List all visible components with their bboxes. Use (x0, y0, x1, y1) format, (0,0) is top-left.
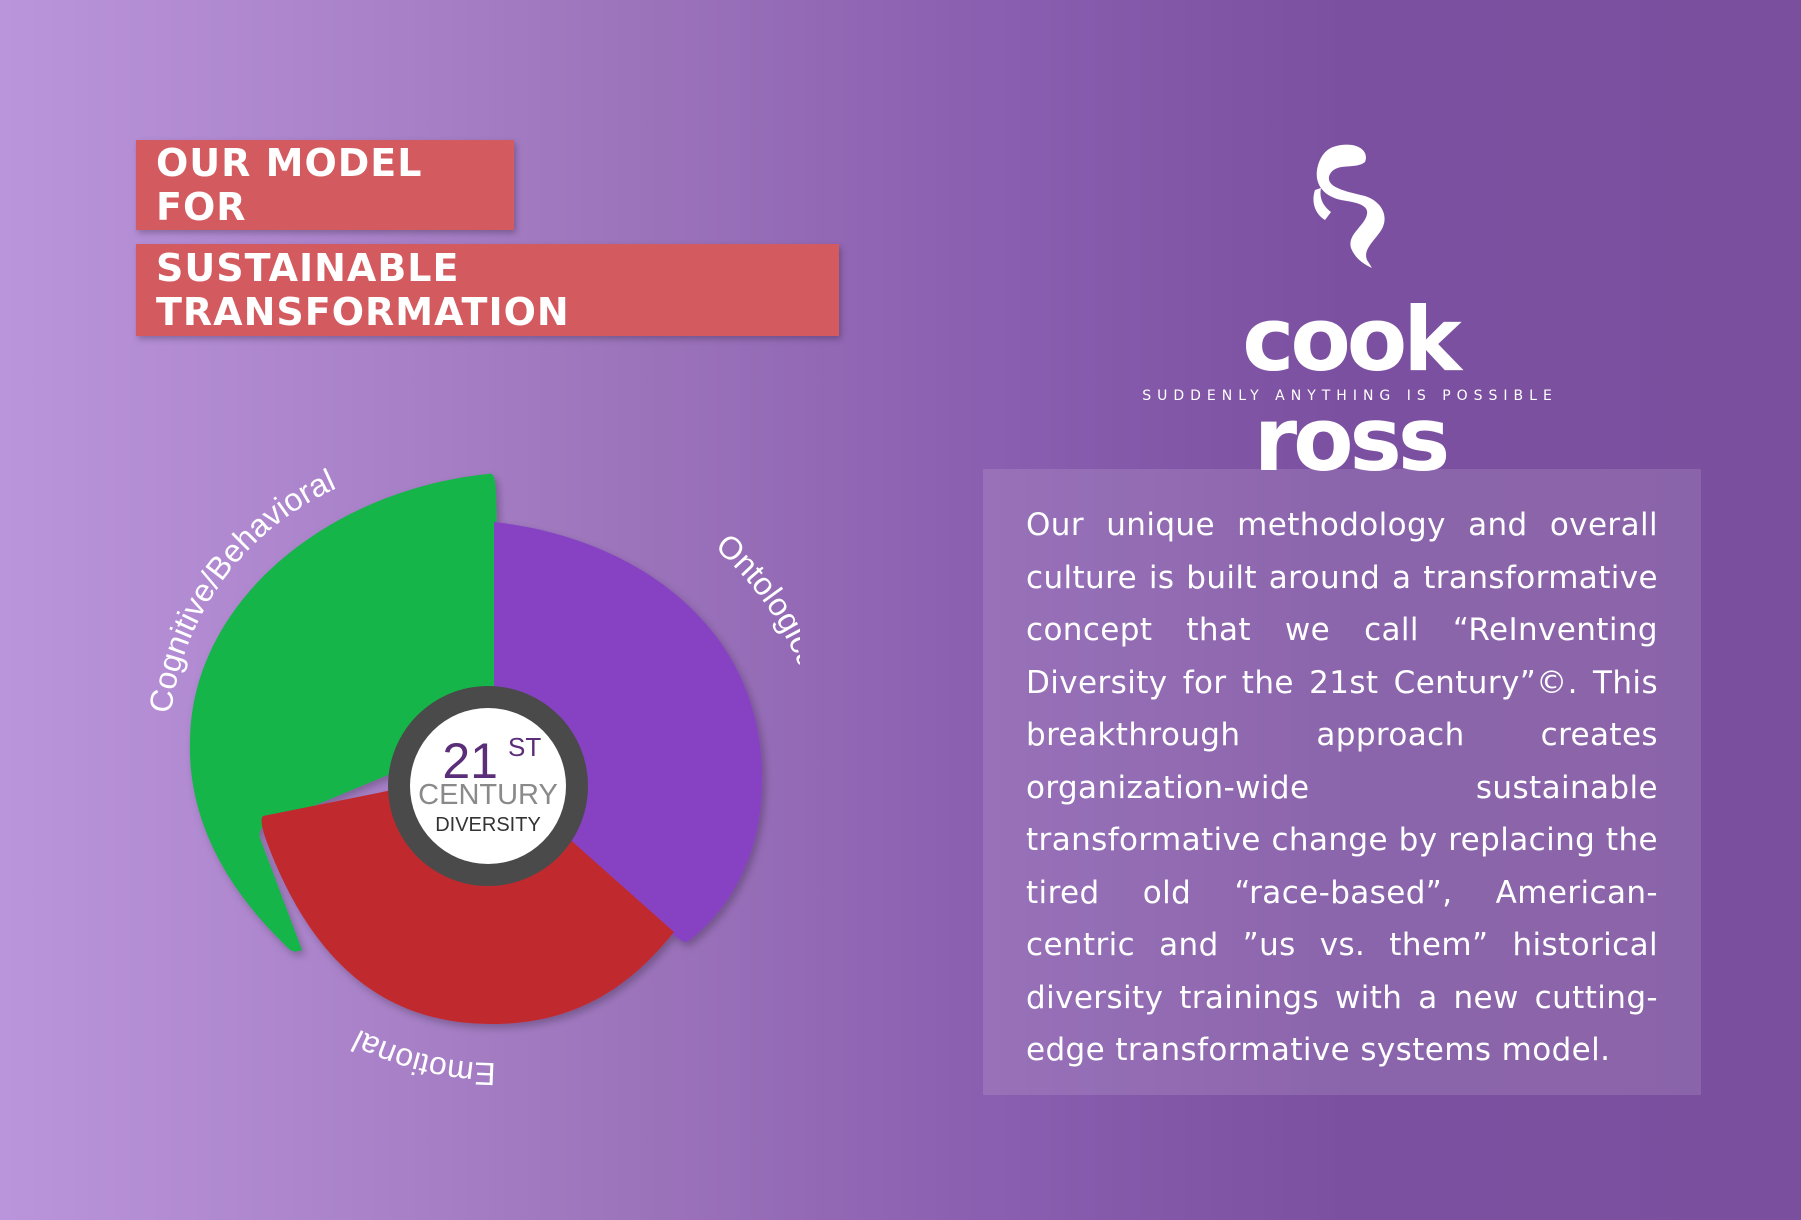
label-emotional-wrap: Emotional (346, 1023, 496, 1092)
title-line-2-text: SUSTAINABLE TRANSFORMATION (156, 246, 570, 334)
title-line-1: OUR MODEL FOR (136, 140, 514, 230)
description-panel: Our unique methodology and overall cultu… (983, 469, 1701, 1095)
diversity-model-diagram: 21 ST CENTURY DIVERSITY Cognitive/Behavi… (142, 462, 800, 1092)
center-line-century: CENTURY (418, 779, 558, 811)
brand-name: cook ross (1242, 288, 1462, 491)
center-line-diversity: DIVERSITY (435, 814, 541, 836)
segment-cognitive-behavioral (189, 473, 497, 952)
swirl-logo-icon (1313, 144, 1385, 268)
title-line-1-text: OUR MODEL FOR (156, 141, 423, 229)
segment-emotional (261, 770, 674, 1024)
title-line-2: SUSTAINABLE TRANSFORMATION (136, 244, 839, 336)
center-disc (410, 708, 566, 864)
brand-tagline: SUDDENLY ANYTHING IS POSSIBLE (1142, 388, 1558, 404)
label-emotional: Emotional (346, 1023, 496, 1092)
center-number: 21 (442, 733, 498, 789)
center-superscript: ST (508, 732, 541, 762)
description-text: Our unique methodology and overall cultu… (1026, 507, 1658, 1068)
